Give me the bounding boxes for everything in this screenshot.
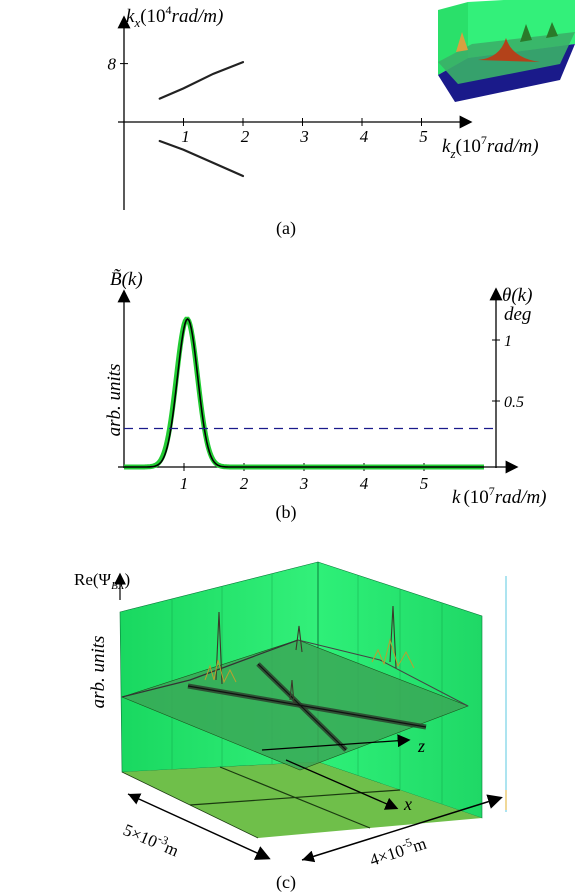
- panel-a-x-tick-label-2: 3: [299, 127, 309, 146]
- panel-b-caption: (b): [276, 502, 297, 523]
- inset-peak-right2: [546, 22, 558, 38]
- inset-peak-right1: [520, 24, 532, 42]
- panel-a-data-lines: [158, 61, 245, 178]
- inset-peak-left: [456, 32, 468, 52]
- panel-c-caption: (c): [276, 872, 296, 893]
- panel-c-z-axis: [261, 734, 411, 751]
- panel-a-y-tick-label-0: 8: [108, 55, 117, 74]
- panel-c-dim-arrow-2: [301, 794, 503, 863]
- panel-a: kx(104rad/m) 8 1 2 3 4 5 kz(107rad/m) (a): [108, 0, 575, 239]
- panel-a-x-ticks: 1 2 3 4 5: [181, 118, 428, 146]
- panel-c-left-axis-label: arb. units: [88, 636, 109, 709]
- panel-a-x-label: kz(107rad/m): [442, 133, 539, 161]
- panel-b-right-tick-label-1: 0.5: [504, 394, 524, 411]
- panel-b-right-label-1: θ(k): [502, 285, 532, 306]
- panel-c-y-label: Re(ΨBX): [74, 570, 130, 592]
- panel-a-x-tick-label-1: 2: [241, 127, 250, 146]
- panel-c-x-label: x: [403, 794, 412, 814]
- panel-a-series-0: [158, 61, 245, 100]
- panel-c-dim-arrow-1: [127, 793, 271, 860]
- panel-c-plane-edge-right: [297, 639, 469, 707]
- panel-a-x-tick-label-4: 5: [419, 127, 428, 146]
- panel-b-series: [124, 316, 493, 470]
- panel-b-right-tick-label-0: 1: [504, 333, 512, 350]
- panel-b-x-tick-label-1: 2: [240, 474, 249, 493]
- panel-b-left-axis-label: arb. units: [104, 364, 125, 437]
- panel-c-wave-core-1: [187, 685, 427, 728]
- panel-a-x-tick-label-0: 1: [181, 127, 190, 146]
- panel-b-right-ticks: 10.5: [492, 333, 524, 411]
- panel-b-series-1: [124, 317, 484, 468]
- inset-peak-center: [478, 38, 540, 62]
- panel-c-dim2-label: 4×10-5m: [366, 831, 428, 870]
- panel-c-wave-core-2: [257, 663, 347, 751]
- panel-b-right-label-2: deg: [504, 304, 531, 325]
- panel-c-z-label: z: [417, 736, 425, 756]
- panel-c-dim1-label: 5×10-3m: [120, 817, 182, 860]
- panel-b-left-label: B̃(k): [110, 269, 143, 290]
- panel-b-x-label: k (107rad/m): [452, 484, 547, 508]
- panel-b-x-tick-label-0: 1: [180, 474, 189, 493]
- panel-a-y-ticks: 8: [108, 55, 128, 74]
- panel-c-x-axis: [285, 759, 399, 810]
- panel-a-inset-3d: [438, 0, 575, 102]
- panel-b-x-tick-label-2: 3: [299, 474, 309, 493]
- panel-c: Re(ΨBX) arb. units: [74, 561, 507, 893]
- panel-b-series-0: [124, 316, 484, 470]
- panel-a-series-1: [158, 139, 245, 178]
- panel-a-caption: (a): [276, 218, 296, 239]
- panel-b-x-tick-label-4: 5: [420, 474, 429, 493]
- panel-c-wall-noise: [204, 638, 415, 684]
- panel-c-plane-edge-left: [121, 639, 299, 698]
- panel-b-x-tick-label-3: 4: [360, 474, 369, 493]
- panel-a-y-label: kx(104rad/m): [126, 3, 223, 30]
- panel-a-x-tick-label-3: 4: [360, 127, 369, 146]
